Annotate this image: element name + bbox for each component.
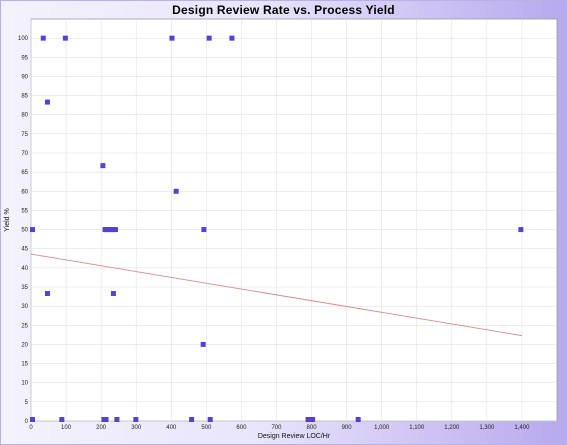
y-tick-label: 40 [21,266,28,272]
y-axis-label: Yield % [4,208,11,231]
x-tick-label: 300 [131,425,142,431]
y-tick-label: 30 [21,304,28,310]
x-tick-label: 500 [201,425,212,431]
y-tick-label: 80 [21,113,28,119]
tick-labels: 0 100 200 300 400 500 600 700 800 900 1,000 1,100 1,… [18,36,530,431]
data-point [100,163,106,169]
y-tick-label: 45 [21,247,28,253]
data-point [30,227,35,233]
data-point [200,341,206,347]
y-tick-label: 100 [18,36,29,42]
data-point [169,35,175,41]
data-point [103,417,109,422]
data-point [173,188,179,194]
grid-lines [30,19,557,422]
y-tick-label: 85 [21,94,28,100]
y-tick-label: 25 [21,323,28,329]
trend-line [30,253,523,337]
x-tick-label: 1,200 [444,425,460,431]
data-point [59,417,65,422]
data-point [44,99,50,105]
data-point [62,35,68,41]
data-point [518,227,524,233]
plot-area [30,18,558,422]
x-tick-label: 400 [166,425,177,431]
y-tick-label: 70 [21,151,28,157]
y-tick-label: 35 [21,285,28,291]
x-tick-label: 800 [307,425,318,431]
x-tick-label: 900 [342,425,353,431]
x-tick-label: 100 [61,425,72,431]
y-tick-label: 15 [21,362,28,368]
data-point [110,291,116,297]
y-tick-label: 0 [25,419,29,425]
x-tick-label: 1,100 [409,425,425,431]
data-points [30,35,524,422]
data-point [114,417,120,422]
y-tick-label: 50 [21,228,28,234]
y-tick-label: 65 [21,170,28,176]
data-point [207,417,213,422]
y-tick-label: 95 [21,55,28,61]
data-point [40,35,46,41]
y-tick-label: 75 [21,132,28,138]
data-point [229,35,235,41]
y-tick-label: 10 [21,381,28,387]
data-point [30,417,35,422]
x-tick-label: 1,000 [374,425,390,431]
x-tick-label: 200 [96,425,107,431]
data-point [113,227,119,233]
x-axis-label: Design Review LOC/Hr [258,433,331,440]
x-tick-label: 1,400 [514,425,530,431]
x-tick-label: 600 [236,425,247,431]
data-point [355,417,361,422]
y-tick-label: 60 [21,189,28,195]
data-point [189,417,195,422]
x-tick-label: 0 [29,425,33,431]
y-tick-label: 5 [25,400,29,406]
y-tick-label: 90 [21,74,28,80]
data-point [206,35,212,41]
data-point [310,417,316,422]
y-tick-label: 55 [21,208,28,214]
data-point [44,291,50,297]
data-point [133,417,139,422]
x-tick-label: 1,300 [479,425,495,431]
data-point [201,227,207,233]
chart-title: Design Review Rate vs. Process Yield [172,3,395,17]
data-point [305,417,311,422]
x-tick-label: 700 [271,425,282,431]
y-tick-label: 20 [21,342,28,348]
